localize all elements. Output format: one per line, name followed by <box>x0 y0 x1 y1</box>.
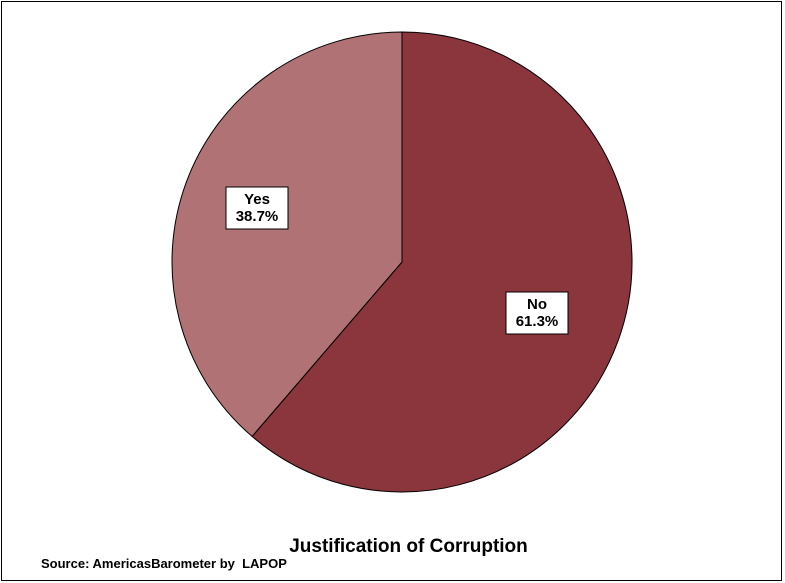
slice-label-box <box>225 186 289 230</box>
chart-source: Source: AmericasBarometer by LAPOP <box>41 556 287 571</box>
pie-slice-no <box>251 31 633 493</box>
slice-label-value: 38.7% <box>236 208 279 225</box>
chart-title: Justification of Corruption <box>289 536 528 557</box>
slice-label-value: 61.3% <box>516 313 559 330</box>
slice-label-name: Yes <box>244 191 270 208</box>
slice-label-name: No <box>527 296 547 313</box>
pie-slice-yes <box>171 31 403 438</box>
slice-label-box <box>505 291 569 335</box>
pie-slices <box>171 31 633 493</box>
